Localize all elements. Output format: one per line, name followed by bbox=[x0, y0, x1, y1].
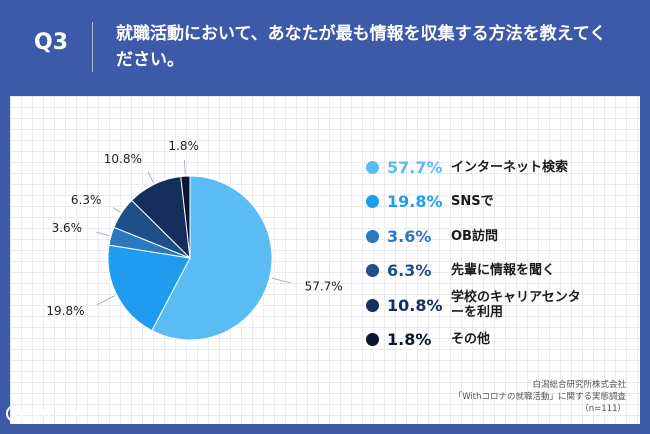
legend-swatch bbox=[366, 160, 379, 174]
legend-value: 3.6% bbox=[387, 226, 432, 246]
legend-swatch bbox=[366, 333, 379, 347]
source-line-1: 白潟総合研究所株式会社 bbox=[532, 380, 626, 390]
pie-slice bbox=[151, 175, 273, 341]
legend: 57.7% インターネット検索 19.8% SNSで 3.6% OB訪問 6.3% 先輩に情報… bbox=[366, 150, 636, 357]
leader-line bbox=[184, 160, 186, 175]
legend-label: 学校のキャリアセンターを利用 bbox=[451, 290, 581, 321]
legend-value: 6.3% bbox=[387, 261, 432, 281]
legend-value: 1.8% bbox=[387, 330, 432, 350]
slice-value-label: 10.8% bbox=[104, 152, 142, 166]
legend-label: 先輩に情報を聞く bbox=[451, 263, 556, 279]
leader-line bbox=[96, 295, 116, 305]
question-title: 就職活動において、あなたが最も情報を収集する方法を教えてください。 bbox=[116, 24, 607, 70]
question-number: Q3 bbox=[34, 30, 69, 55]
legend-item: 19.8% SNSで bbox=[366, 185, 636, 220]
legend-swatch bbox=[366, 229, 379, 243]
legend-value: 57.7% bbox=[387, 157, 443, 177]
lisapy-logo-icon bbox=[6, 405, 23, 422]
header: Q3 就職活動において、あなたが最も情報を収集する方法を教えてください。 bbox=[0, 0, 650, 96]
legend-item: 10.8% 学校のキャリアセンターを利用 bbox=[366, 288, 636, 323]
pie-chart: 57.7% 19.8% 3.6% 6.3% 10.8% 1.8% bbox=[46, 139, 343, 341]
legend-label: インターネット検索 bbox=[451, 159, 569, 175]
legend-swatch bbox=[366, 298, 379, 312]
slice-value-label: 6.3% bbox=[71, 193, 102, 207]
legend-item: 6.3% 先輩に情報を聞く bbox=[366, 254, 636, 289]
slice-value-label: 57.7% bbox=[305, 279, 343, 293]
legend-label: SNSで bbox=[451, 194, 494, 210]
leader-line bbox=[112, 207, 121, 213]
logo-text: リサピー bbox=[27, 408, 80, 423]
legend-item: 1.8% その他 bbox=[366, 323, 636, 358]
legend-swatch bbox=[366, 195, 379, 209]
source-line-2: 「Withコロナの就職活動」に関する実態調査 bbox=[453, 392, 626, 402]
pie-slice bbox=[107, 244, 191, 332]
legend-value: 10.8% bbox=[387, 295, 443, 315]
legend-value: 19.8% bbox=[387, 192, 443, 212]
logo: リサピー bbox=[6, 404, 79, 423]
slice-value-label: 3.6% bbox=[52, 221, 83, 235]
pie-slice bbox=[180, 175, 191, 259]
source-line-3: （n=111） bbox=[580, 404, 626, 414]
leader-line bbox=[147, 171, 154, 183]
slice-value-label: 19.8% bbox=[46, 304, 84, 318]
legend-label: その他 bbox=[451, 332, 491, 348]
slice-value-label: 1.8% bbox=[168, 139, 199, 153]
leader-line bbox=[271, 277, 292, 284]
leader-line bbox=[95, 231, 110, 236]
chart-panel: 57.7% 19.8% 3.6% 6.3% 10.8% 1.8% 57.7% インターネット… bbox=[10, 96, 640, 424]
legend-swatch bbox=[366, 264, 379, 278]
legend-item: 3.6% OB訪問 bbox=[366, 219, 636, 254]
legend-item: 57.7% インターネット検索 bbox=[366, 150, 636, 185]
legend-label: OB訪問 bbox=[451, 228, 498, 244]
source-note: 白潟総合研究所株式会社 「Withコロナの就職活動」に関する実態調査 （n=11… bbox=[454, 379, 626, 415]
header-divider bbox=[92, 22, 93, 72]
